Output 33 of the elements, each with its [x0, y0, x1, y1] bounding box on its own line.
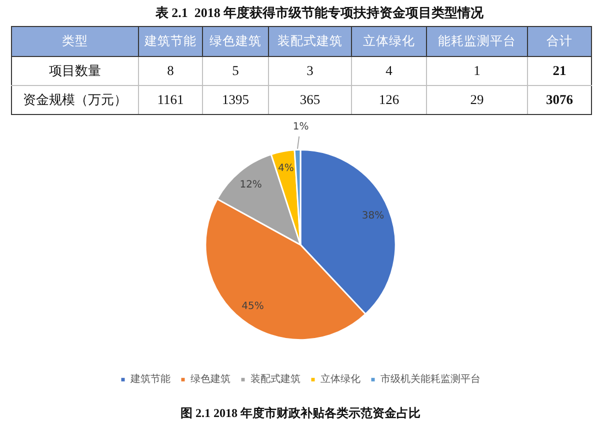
data-label: 4%: [278, 162, 294, 174]
legend-label: 立体绿化: [320, 373, 360, 386]
category-label: 能耗监测平台: [426, 26, 528, 56]
data-label: 1161: [138, 86, 202, 114]
data-label: 126: [352, 86, 426, 114]
data-label: 12%: [240, 179, 262, 190]
legend-label: 资金规模（万元）: [12, 86, 138, 114]
text: 类型: [12, 26, 138, 56]
data-label: 45%: [242, 300, 264, 312]
text: 项目数量: [12, 56, 138, 86]
category-label: 立体绿化: [352, 26, 426, 56]
category-label: 合计: [528, 26, 592, 56]
data-label: 4: [352, 56, 426, 86]
data-label: 365: [268, 86, 352, 114]
category-label: 装配式建筑: [268, 26, 352, 56]
data-label: 29: [426, 86, 528, 114]
text: 表 2.1 2018 年度获得市级节能专项扶持资金项目类型情况: [154, 4, 485, 22]
data-label: 38%: [362, 210, 384, 222]
legend-label: 市级机关能耗监测平台: [380, 373, 480, 386]
data-label: 21: [528, 56, 592, 86]
legend-label: 绿色建筑: [190, 373, 230, 386]
category-label: 建筑节能: [138, 26, 202, 56]
legend-label: 建筑节能: [130, 373, 170, 386]
data-label: 1395: [202, 86, 268, 114]
text: 图 2.1 2018 年度市财政补贴各类示范资金占比: [180, 406, 420, 420]
data-label: 1%: [292, 122, 309, 133]
data-label: 1: [426, 56, 528, 86]
data-label: 3: [268, 56, 352, 86]
data-label: 5: [202, 56, 268, 86]
category-label: 绿色建筑: [202, 26, 268, 56]
legend-label: 装配式建筑: [250, 373, 300, 386]
data-label: 8: [138, 56, 202, 86]
data-label: 3076: [528, 86, 592, 114]
